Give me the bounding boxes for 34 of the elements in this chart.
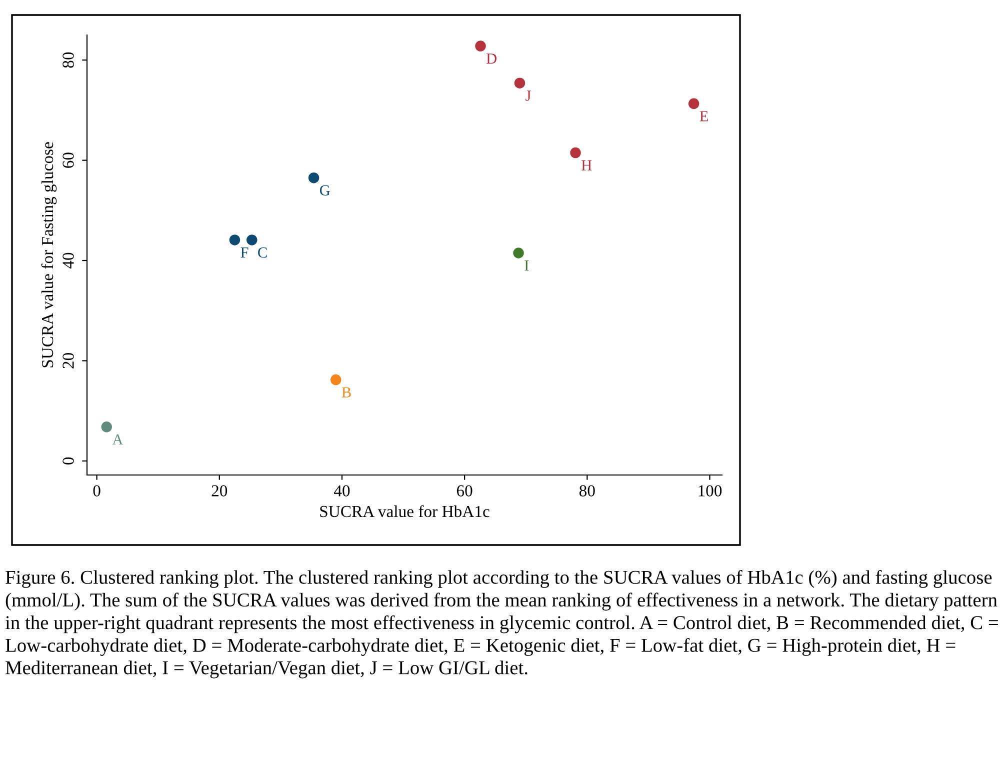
point: [688, 98, 700, 110]
data-label: G: [320, 185, 330, 196]
data-label: C: [258, 247, 267, 258]
y-tick-label: 40: [62, 252, 74, 269]
y-axis-title: SUCRA value for Fasting glucose: [41, 142, 57, 368]
x-axis-title: SUCRA value for HbA1c: [320, 505, 490, 518]
point: [513, 248, 524, 258]
x-tick-label: 80: [579, 485, 595, 496]
x-tick-label: 100: [698, 485, 722, 496]
point: [330, 374, 342, 386]
point: [308, 172, 320, 184]
y-tick-label: 60: [62, 152, 74, 168]
y-tick-label: 0: [62, 457, 74, 464]
x-tick-label: 20: [212, 485, 228, 496]
y-tick-label: 20: [62, 353, 74, 368]
point: [229, 234, 240, 246]
x-tick-label: 0: [93, 485, 100, 496]
x-tick-label: 40: [334, 485, 350, 496]
data-label: J: [526, 90, 531, 101]
point: [101, 422, 112, 432]
point: [246, 234, 258, 246]
data-label: A: [112, 434, 124, 444]
data-label: E: [700, 111, 708, 122]
point: [475, 40, 486, 52]
data-label: F: [240, 248, 248, 258]
x-tick-label: 60: [456, 485, 472, 496]
data-label: H: [582, 160, 592, 170]
caption: Figure 6. Clustered ranking plot. The clustered ranking plot according to the SUCRA values of HbA1c (%) and fasting glucose (mmol/L). The sum of the SUCRA values was derived from the mean ranking of effectiveness in a network. The dietary pattern in the upper-right quadrant represents the most effectiveness in glycemic control. A = Control diet, B = Recommended diet, C = Low-carbohydrate diet, D = Moderate-carbohydrate diet, E = Ketogenic diet, F = Low-fat diet, G = High-protein diet, H = Mediterranean diet, I = Vegetarian/Vegan diet, J = Low GI/GL diet.: [5, 570, 998, 678]
data-label: B: [342, 387, 351, 398]
point: [570, 147, 581, 158]
point: [514, 78, 526, 88]
data-label: I: [524, 260, 529, 271]
data-label: D: [486, 54, 496, 64]
y-tick-label: 80: [62, 52, 74, 68]
